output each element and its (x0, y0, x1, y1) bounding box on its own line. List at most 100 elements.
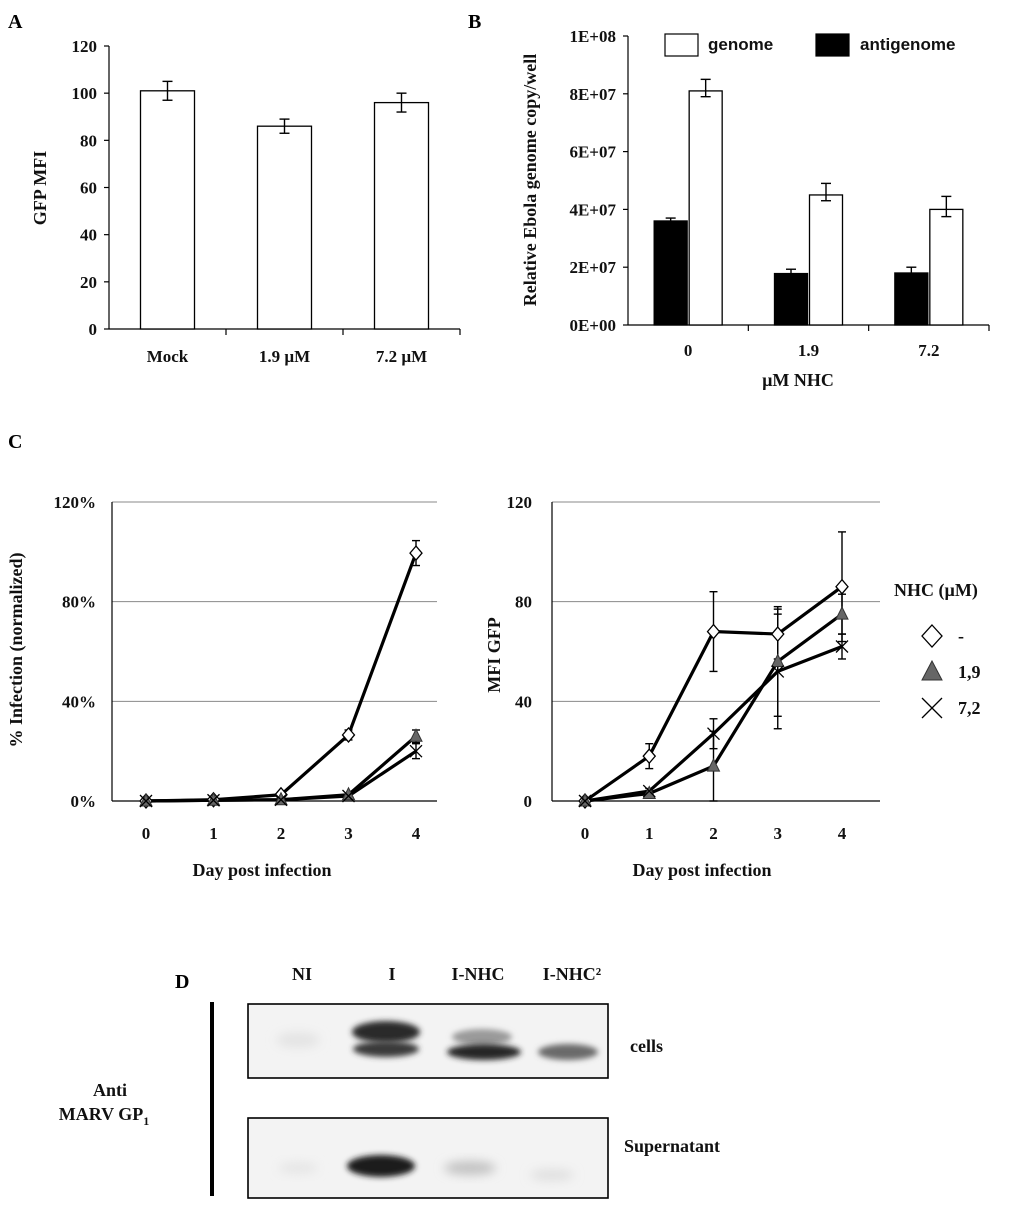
xtick-label: 3 (344, 824, 353, 843)
xtick-label: 2 (709, 824, 718, 843)
antibody-subscript: 1 (143, 1114, 149, 1128)
marker-triangle (642, 785, 657, 800)
blot-lane-label: I (388, 964, 395, 984)
chart-a-ytick-label: 60 (80, 179, 97, 198)
marker-x (139, 794, 153, 808)
marker-x (342, 789, 355, 803)
marker-diamond (706, 623, 721, 640)
blot-membrane-supernatant (247, 1117, 609, 1199)
xtick-label: 1 (209, 824, 218, 843)
marker-triangle (274, 791, 288, 806)
chart-a-bar (373, 101, 430, 330)
xtick-label: 3 (774, 824, 783, 843)
chart-c2-ylabel: MFI GFP (484, 617, 504, 692)
chart-b-ytick-label: 1E+08 (569, 27, 616, 46)
marker-triangle (770, 653, 785, 667)
panel-label-d: D (175, 971, 189, 993)
chart-a-xtick-label: 1.9 µM (259, 347, 310, 366)
band-sup-inhc (444, 1161, 496, 1175)
chart-b-ytick-label: 4E+07 (569, 200, 616, 219)
chart-b-ytick-label: 0E+00 (569, 316, 616, 335)
legend-marker-diamond (921, 624, 943, 648)
chart-c-legend: NHC (µM) - 1,9 7,2 (894, 580, 981, 719)
antibody-label-line1: Anti (93, 1080, 127, 1100)
blot-lane-label: NI (292, 964, 312, 984)
blot-row-label-cells: cells (630, 1036, 663, 1056)
chart-b-bar-antigenome (653, 220, 688, 326)
ytick-label: 120% (54, 493, 97, 512)
marker-x (835, 640, 849, 653)
xtick-label: 0 (581, 824, 590, 843)
chart-a-xtick-label: 7.2 µM (376, 347, 427, 366)
marker-diamond (835, 578, 849, 595)
ytick-label: 40% (62, 692, 96, 711)
chart-a-ytick-label: 100 (72, 84, 98, 103)
marker-triangle (139, 792, 153, 807)
marker-diamond (770, 626, 785, 643)
chart-a-ytick-label: 0 (89, 320, 98, 339)
marker-x (409, 744, 423, 758)
antibody-label-line2: MARV GP1 (59, 1104, 150, 1128)
chart-a-ylabel: GFP MFI (30, 151, 50, 226)
chart-a-ytick-label: 20 (80, 273, 97, 292)
band-cells-i-lower (353, 1041, 419, 1057)
band-sup-i (347, 1155, 415, 1177)
legend-swatch-genome (664, 33, 699, 57)
ytick-label: 80% (62, 593, 96, 612)
marker-x (274, 793, 288, 807)
chart-c1-xlabel: Day post infection (193, 860, 332, 880)
chart-a: GFP MFI 0 20 40 60 80 100 120 Mock 1.9 µM 7.2 µM (30, 37, 461, 366)
chart-b-bar-genome (688, 90, 723, 326)
legend-marker-x (921, 697, 943, 719)
marker-diamond (642, 748, 657, 765)
chart-a-ytick-label: 40 (80, 226, 97, 245)
xtick-label: 2 (277, 824, 286, 843)
marker-x (707, 727, 720, 741)
legend-label: 1,9 (958, 662, 981, 682)
chart-b-bar-genome (808, 194, 844, 326)
chart-a-bar (256, 125, 313, 330)
panel-label-b: B (468, 11, 481, 33)
chart-b-xtick-label: 0 (684, 341, 693, 360)
band-cells-inhc2 (538, 1044, 598, 1060)
blot-lane-label: I-NHC² (543, 964, 601, 984)
chart-b-ytick-label: 2E+07 (569, 258, 616, 277)
ytick-label: 0% (71, 792, 97, 811)
chart-c-mfi: MFI GFP Day post infection 0 40 80 120 0 1 2 3 4 (484, 493, 880, 880)
ytick-label: 0 (524, 792, 533, 811)
xtick-label: 4 (412, 824, 421, 843)
legend-label: 7,2 (958, 698, 981, 718)
chart-c-infection: % Infection (normalized) Day post infect… (6, 493, 437, 880)
legend-label-antigenome: antigenome (860, 35, 955, 54)
band-cells-inhc-lower (447, 1044, 521, 1060)
ytick-label: 80 (515, 593, 532, 612)
legend-label-genome: genome (708, 35, 773, 54)
antibody-name: MARV GP (59, 1104, 144, 1124)
chart-a-bar (139, 90, 196, 330)
marker-diamond (409, 545, 423, 562)
chart-b-ylabel: Relative Ebola genome copy/well (520, 54, 540, 306)
chart-b-xtick-label: 7.2 (918, 341, 939, 360)
chart-a-ytick-label: 80 (80, 131, 97, 150)
legend-marker-triangle (921, 659, 943, 681)
marker-triangle (835, 606, 849, 620)
marker-triangle (409, 728, 423, 742)
legend-label: - (958, 626, 964, 646)
marker-triangle (578, 792, 592, 807)
chart-b-bar-genome (929, 208, 964, 326)
panel-label-c: C (8, 431, 22, 453)
panel-label-a: A (8, 11, 23, 33)
chart-b-bar-antigenome (894, 272, 929, 326)
legend-title: NHC (µM) (894, 580, 978, 601)
band-cells-ni (276, 1032, 320, 1048)
marker-x (578, 794, 592, 808)
blot-row-label-supernatant: Supernatant (624, 1136, 720, 1156)
chart-b-xtick-label: 1.9 (798, 341, 819, 360)
blot-lane-label: I-NHC (452, 964, 505, 984)
band-sup-inhc2 (530, 1169, 574, 1181)
series-line-diamond (145, 552, 418, 803)
xtick-label: 4 (838, 824, 847, 843)
marker-triangle (706, 757, 721, 772)
band-cells-inhc-upper (452, 1029, 512, 1045)
